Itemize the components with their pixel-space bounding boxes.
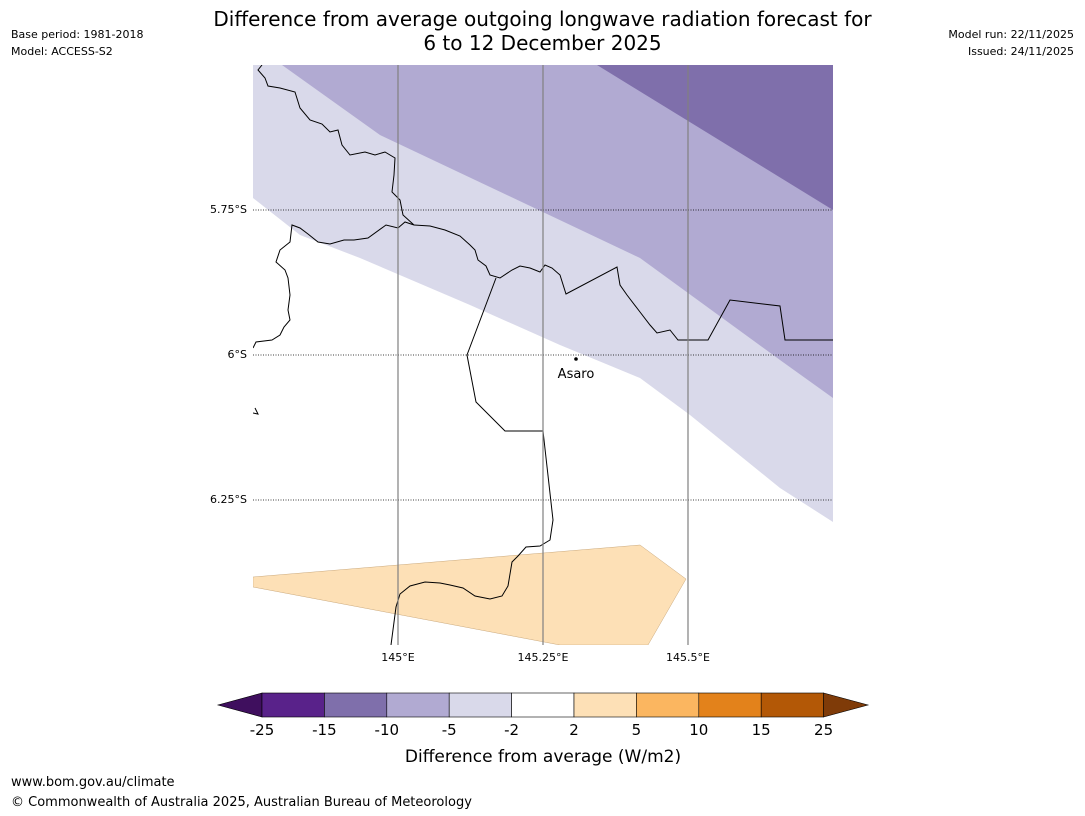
colorbar-tick-label: 5	[632, 721, 642, 739]
coastline	[253, 65, 415, 349]
coastline-tail	[253, 407, 259, 415]
title-line-2: 6 to 12 December 2025	[423, 31, 662, 55]
colorbar-tick-label: -5	[442, 721, 457, 739]
footer-copyright: © Commonwealth of Australia 2025, Austra…	[11, 795, 472, 810]
province-boundary-west	[390, 277, 554, 645]
lat-label-6s: 6°S	[228, 348, 247, 361]
title-line-1: Difference from average outgoing longwav…	[213, 7, 872, 31]
colorbar-tick-label: 10	[689, 721, 708, 739]
meta-left: Base period: 1981-2018 Model: ACCESS-S2	[11, 26, 143, 60]
place-label-asaro: Asaro	[558, 367, 595, 382]
anomaly-band-2-to-5	[253, 544, 687, 645]
colorbar-segment	[261, 692, 325, 718]
colorbar: -25 -15 -10 -5 -2 2 5 10 15 25	[216, 692, 870, 739]
colorbar-label: Difference from average (W/m2)	[405, 747, 681, 767]
colorbar-extend-high	[823, 692, 870, 718]
lat-label-5-75s: 5.75°S	[210, 203, 247, 216]
colorbar-tick-label: -2	[504, 721, 519, 739]
province-boundary-north	[413, 224, 833, 341]
colorbar-tick-label: 15	[752, 721, 771, 739]
anomaly-band-minus5-to-minus10	[282, 65, 833, 398]
place-marker-asaro	[574, 357, 578, 361]
colorbar-segment	[448, 692, 512, 718]
colorbar-segment	[386, 692, 450, 718]
colorbar-tick-label: 2	[569, 721, 579, 739]
anomaly-field	[253, 65, 833, 645]
model-run: Model run: 22/11/2025	[948, 28, 1074, 41]
meta-right: Model run: 22/11/2025 Issued: 24/11/2025	[948, 26, 1074, 60]
lon-label-145-25e: 145.25°E	[518, 651, 569, 664]
colorbar-segment	[511, 692, 575, 718]
lon-label-145e: 145°E	[381, 651, 414, 664]
issued-date: Issued: 24/11/2025	[967, 45, 1074, 58]
lon-label-145-5e: 145.5°E	[666, 651, 710, 664]
chart-title: Difference from average outgoing longwav…	[160, 7, 925, 55]
colorbar-segment	[698, 692, 762, 718]
model-name: Model: ACCESS-S2	[11, 45, 113, 58]
colorbar-tick-label: -25	[250, 721, 275, 739]
colorbar-tick-label: -10	[375, 721, 400, 739]
colorbar-segment	[636, 692, 700, 718]
anomaly-band-minus10-to-minus15	[597, 65, 833, 210]
lat-label-6-25s: 6.25°S	[210, 493, 247, 506]
colorbar-extend-low	[216, 692, 263, 718]
base-period: Base period: 1981-2018	[11, 28, 144, 41]
footer-url: www.bom.gov.au/climate	[11, 775, 175, 790]
colorbar-tick-label: -15	[312, 721, 337, 739]
colorbar-tick-label: 25	[814, 721, 833, 739]
colorbar-segment	[573, 692, 637, 718]
colorbar-segment	[760, 692, 824, 718]
colorbar-segment	[324, 692, 388, 718]
